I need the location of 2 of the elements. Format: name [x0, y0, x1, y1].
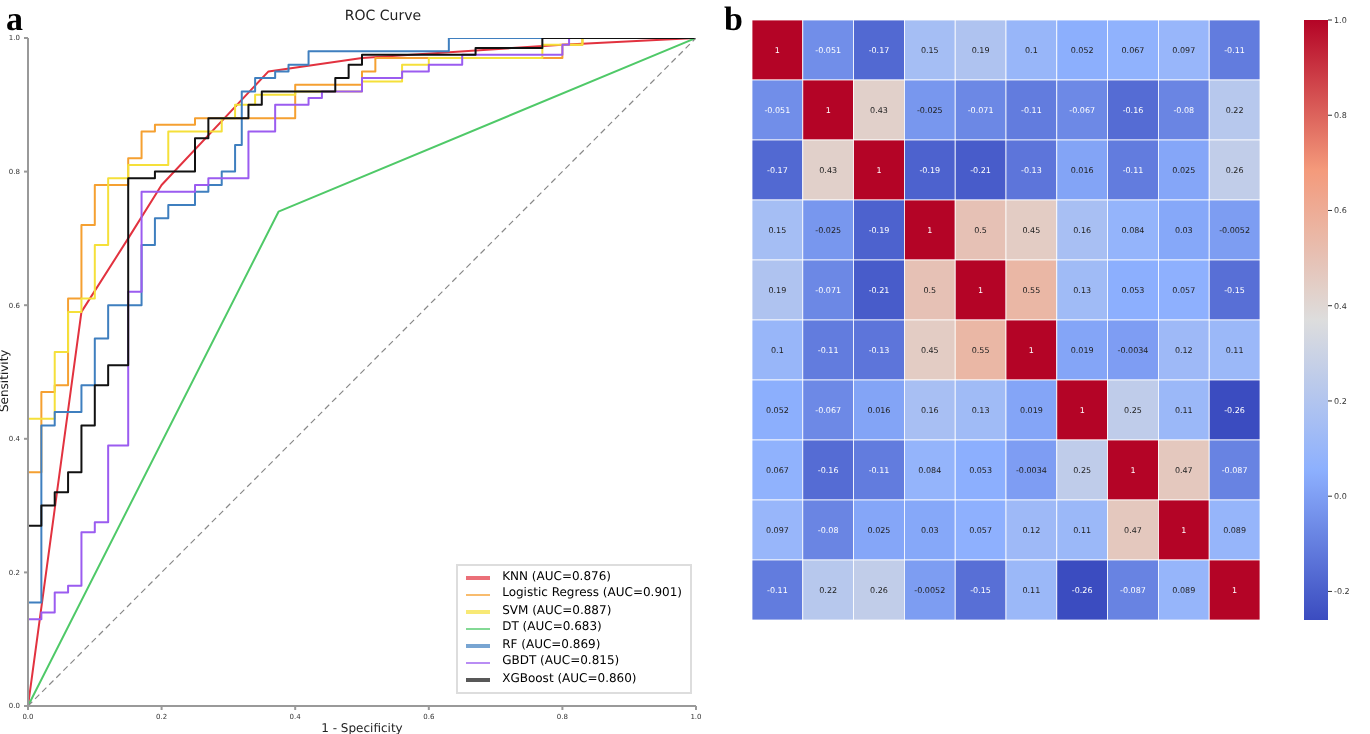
- text: b: [724, 0, 743, 38]
- line-series: [28, 38, 696, 706]
